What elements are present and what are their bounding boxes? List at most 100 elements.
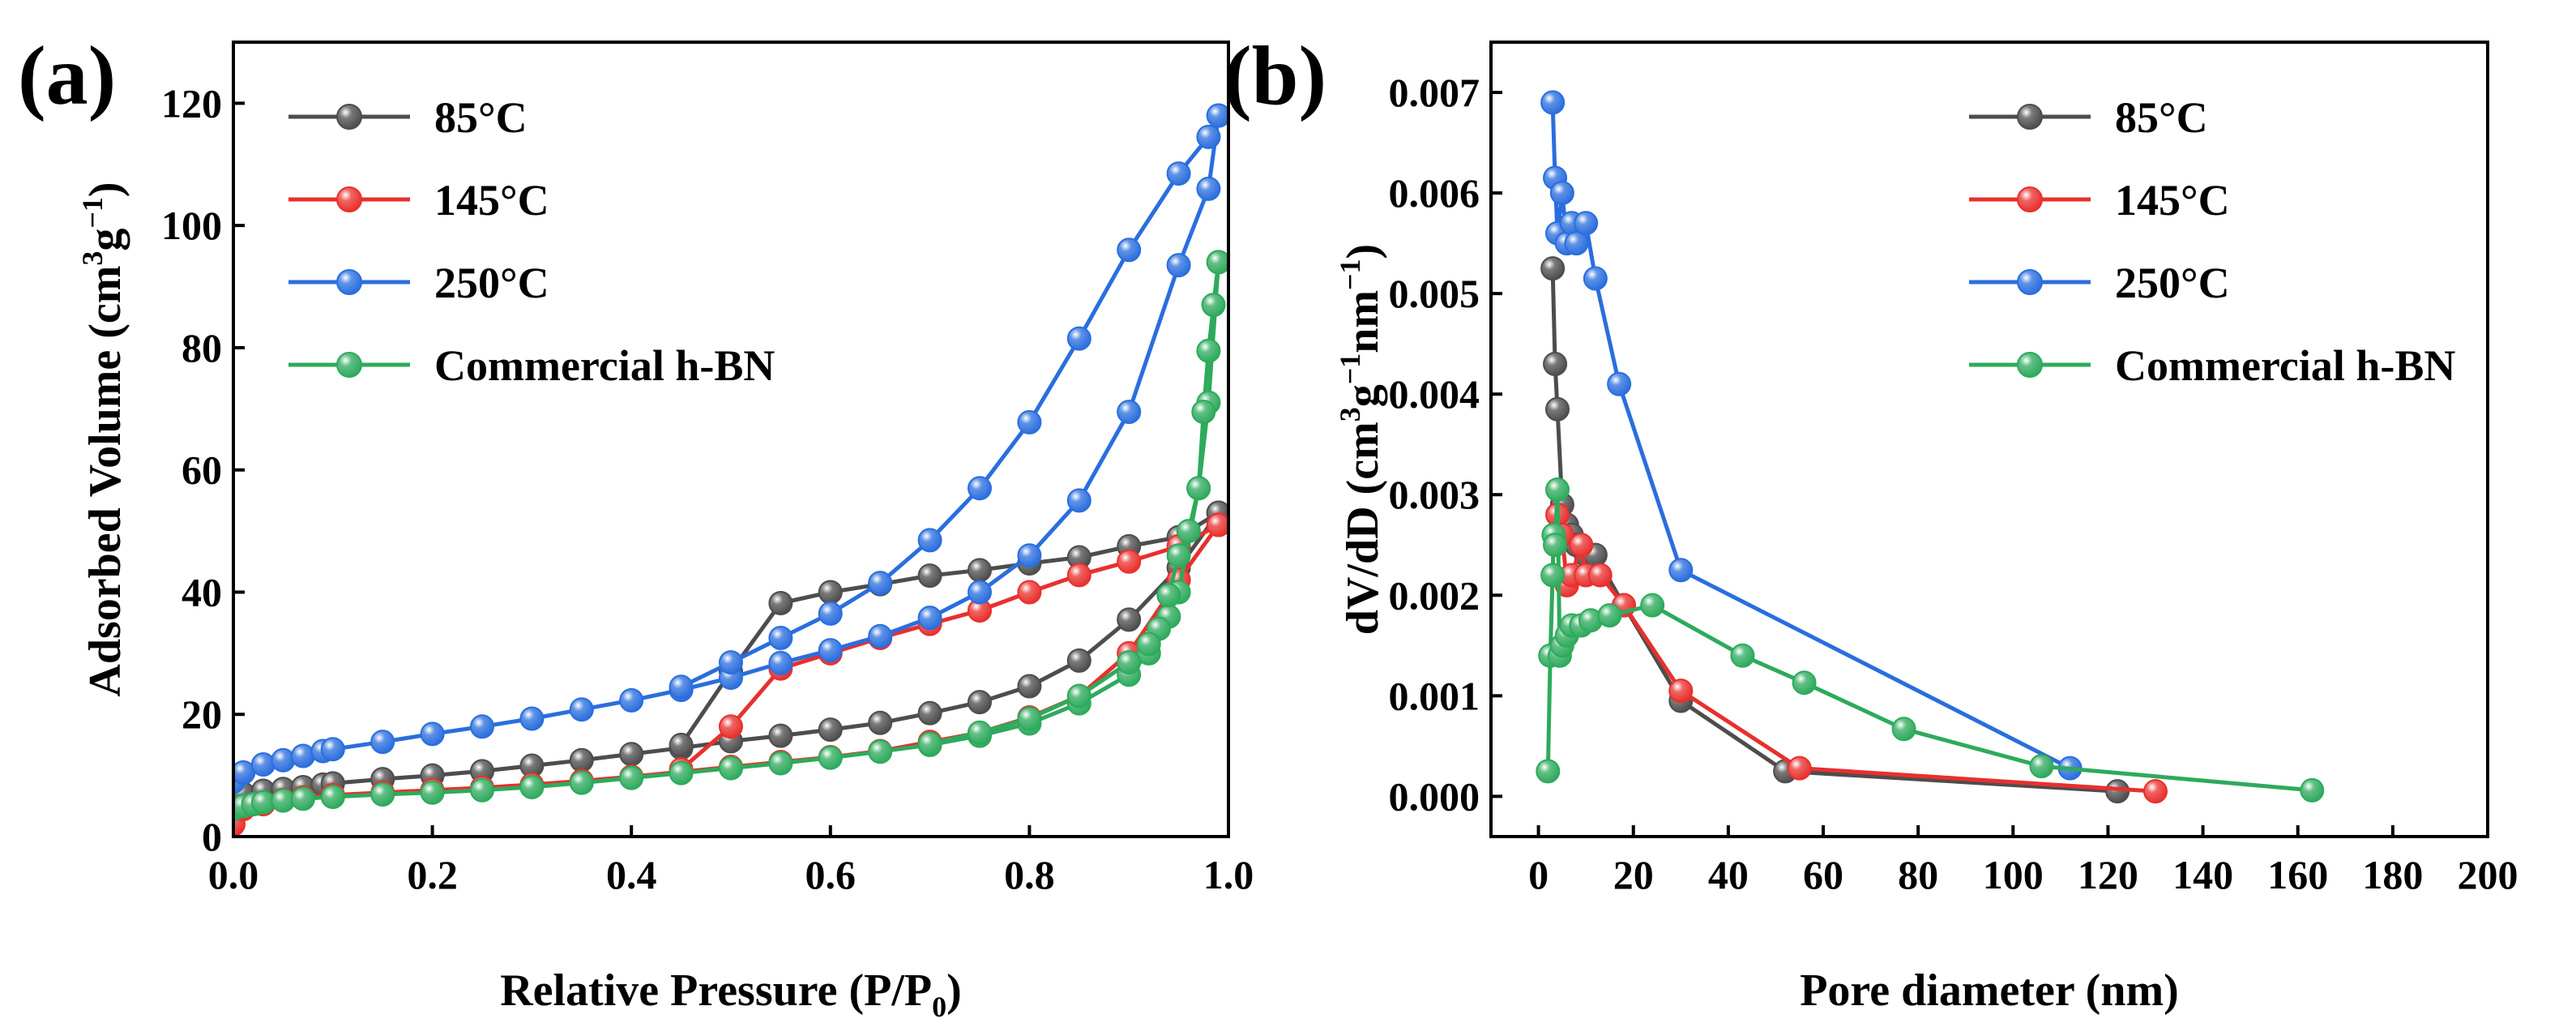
data-point — [917, 606, 942, 631]
x-tick-label: 160 — [2267, 852, 2328, 897]
data-point — [719, 756, 743, 781]
x-tick-label: 60 — [1803, 852, 1843, 897]
data-point — [619, 765, 644, 790]
x-tick-label: 140 — [2172, 852, 2233, 897]
data-point — [1066, 648, 1091, 673]
y-tick-label: 0.003 — [1389, 472, 1480, 517]
data-point — [968, 690, 992, 715]
data-point — [1564, 231, 1589, 256]
data-point — [470, 714, 494, 739]
y-tick-label: 60 — [182, 447, 222, 493]
data-point — [1583, 266, 1608, 291]
data-point — [1196, 338, 1221, 363]
data-point — [519, 706, 545, 731]
x-tick-label: 0.6 — [805, 852, 857, 897]
data-point — [1117, 549, 1142, 574]
legend-marker — [2017, 352, 2043, 378]
data-point — [1136, 631, 1161, 657]
data-point — [1201, 293, 1226, 318]
x-tick-label: 40 — [1708, 852, 1749, 897]
data-point — [619, 742, 644, 767]
series-3 — [233, 103, 1228, 794]
data-point — [968, 558, 992, 583]
data-point — [1156, 583, 1181, 608]
panel-b-x-axis-label: Pore diameter (nm) — [1800, 965, 2179, 1016]
panel-a: (a) 0.0 0.2 0.4 0.6 0.8 1.0 0 20 40 60 80 100 120 Re… — [18, 29, 1254, 1023]
legend-item: 145°C — [1969, 176, 2230, 225]
panel-b-label: (b) — [1224, 29, 1326, 122]
data-point — [569, 770, 594, 795]
data-point — [768, 723, 793, 748]
data-point — [1540, 256, 1566, 281]
data-point — [320, 737, 345, 762]
legend-marker — [336, 352, 362, 378]
y-tick-label: 0.007 — [1389, 70, 1480, 115]
data-point — [2143, 779, 2168, 804]
y-tick-label: 0.006 — [1389, 170, 1480, 216]
legend-marker — [2017, 104, 2043, 130]
data-point — [1640, 593, 1665, 618]
panel-a-x-axis-label: Relative Pressure (P/P0) — [500, 965, 962, 1023]
x-tick-label: 1.0 — [1203, 852, 1254, 897]
legend-label: 85°C — [2115, 93, 2208, 142]
x-tick-label: 120 — [2078, 852, 2138, 897]
data-point — [1186, 476, 1211, 501]
data-point — [1569, 533, 1594, 558]
data-point — [1206, 512, 1228, 537]
data-point — [669, 732, 694, 757]
data-point — [1730, 643, 1755, 668]
data-point — [1191, 400, 1216, 425]
data-point — [1543, 351, 1568, 376]
data-point — [1017, 580, 1042, 605]
panel-b-y-axis-label: dV/dD (cm3g−1nm−1) — [1334, 244, 1388, 635]
y-tick-label: 0 — [202, 814, 222, 859]
panel-b-legend: 85°C 145°C 250°C Commercial h-BN — [1969, 93, 2455, 390]
data-point — [1117, 238, 1142, 263]
data-point — [1587, 563, 1613, 588]
panel-a-series — [233, 103, 1228, 837]
data-point — [1540, 90, 1566, 115]
data-point — [1017, 409, 1042, 435]
data-point — [669, 760, 694, 786]
x-tick-label: 180 — [2362, 852, 2423, 897]
panel-a-ticks: 0.0 0.2 0.4 0.6 0.8 1.0 0 20 40 60 80 100 120 — [161, 80, 1254, 897]
legend-label: 250°C — [434, 259, 549, 307]
data-point — [1543, 533, 1568, 558]
data-point — [420, 780, 445, 805]
legend-label: Commercial h-BN — [2115, 341, 2455, 390]
panel-a-axes-frame — [232, 41, 1230, 838]
data-point — [968, 720, 992, 745]
data-point — [1066, 326, 1091, 351]
panel-a-legend: 85°C 145°C 250°C Commercial h-BN — [288, 93, 775, 390]
y-tick-label: 0.005 — [1389, 271, 1480, 316]
data-point — [1891, 717, 1916, 742]
series-3 — [1540, 90, 2083, 781]
data-point — [370, 781, 395, 807]
data-point — [1668, 558, 1694, 583]
data-point — [420, 721, 445, 747]
panel-b-series — [1536, 90, 2325, 804]
series-1 — [1540, 256, 2130, 804]
legend-item: 250°C — [288, 259, 549, 307]
y-tick-label: 40 — [182, 569, 222, 614]
data-point — [719, 714, 743, 739]
y-tick-label: 0.001 — [1389, 673, 1480, 718]
data-point — [569, 697, 594, 722]
data-point — [1017, 543, 1042, 568]
y-tick-label: 0.002 — [1389, 572, 1480, 618]
data-point — [1117, 400, 1142, 425]
data-point — [917, 563, 942, 589]
data-point — [569, 747, 594, 773]
legend-item: 85°C — [288, 93, 528, 142]
x-tick-label: 80 — [1898, 852, 1938, 897]
panel-a-label: (a) — [18, 29, 116, 122]
data-point — [519, 774, 545, 799]
data-point — [1166, 253, 1191, 278]
y-tick-label: 0.004 — [1389, 371, 1480, 417]
data-point — [1540, 563, 1566, 588]
x-tick-label: 20 — [1613, 852, 1654, 897]
series-4 — [233, 250, 1228, 822]
legend-label: 145°C — [434, 176, 549, 225]
legend-label: Commercial h-BN — [434, 341, 775, 390]
data-point — [818, 601, 843, 626]
